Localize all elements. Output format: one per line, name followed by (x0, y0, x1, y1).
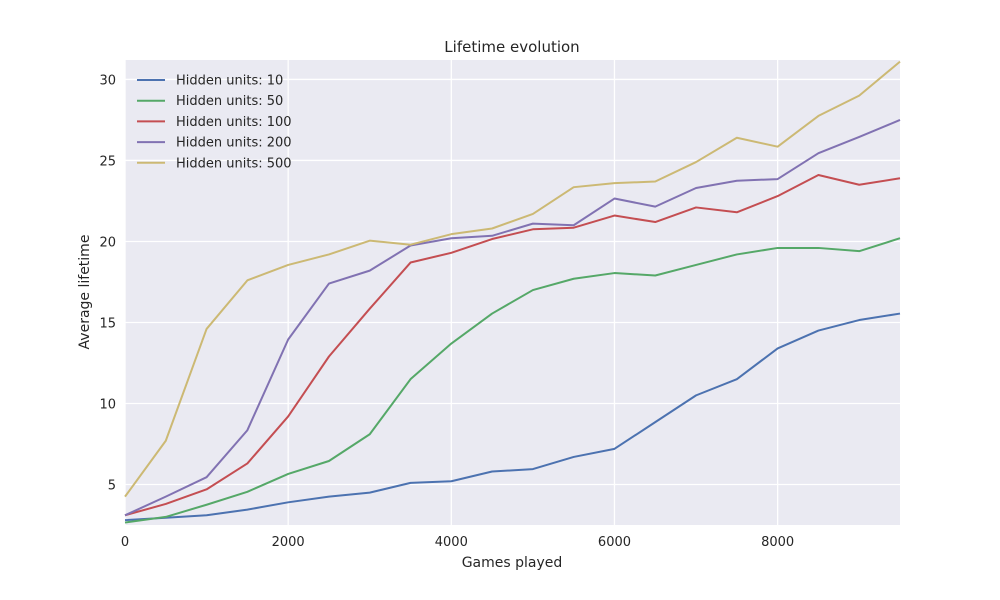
y-tick-label: 5 (108, 478, 116, 493)
series-line-4 (124, 60, 901, 498)
chart-title: Lifetime evolution (444, 38, 579, 56)
legend-label: Hidden units: 200 (176, 136, 292, 151)
x-tick-label: 2000 (272, 535, 305, 550)
legend-label: Hidden units: 50 (176, 94, 283, 109)
series-line-1 (124, 237, 901, 524)
x-axis-label: Games played (462, 555, 563, 571)
y-axis-label: Average lifetime (77, 235, 93, 350)
y-tick-label: 20 (99, 235, 116, 250)
legend-label: Hidden units: 100 (176, 115, 292, 130)
legend-item: Hidden units: 50 (137, 94, 283, 109)
legend: Hidden units: 10 Hidden units: 50 Hidden u… (137, 74, 292, 171)
x-tick-label: 0 (121, 535, 129, 550)
x-tick-labels: 0 2000 4000 6000 8000 (121, 535, 794, 550)
legend-label: Hidden units: 500 (176, 156, 292, 171)
y-tick-label: 15 (99, 316, 116, 331)
legend-item: Hidden units: 10 (137, 74, 283, 89)
x-tick-label: 8000 (761, 535, 794, 550)
legend-label: Hidden units: 10 (176, 74, 283, 89)
plot-area (125, 60, 900, 525)
series-lines (124, 60, 901, 524)
gridlines (124, 60, 900, 525)
series-line-0 (124, 312, 901, 522)
series-line-3 (124, 119, 901, 517)
y-tick-labels: 5 10 15 20 25 30 (99, 73, 116, 493)
y-tick-label: 25 (99, 154, 116, 169)
y-tick-label: 10 (99, 397, 116, 412)
y-tick-label: 30 (99, 73, 116, 88)
x-tick-label: 6000 (598, 535, 631, 550)
x-tick-label: 4000 (435, 535, 468, 550)
series-line-2 (124, 174, 901, 517)
legend-item: Hidden units: 100 (137, 115, 292, 130)
legend-item: Hidden units: 500 (137, 156, 292, 171)
legend-item: Hidden units: 200 (137, 136, 292, 151)
